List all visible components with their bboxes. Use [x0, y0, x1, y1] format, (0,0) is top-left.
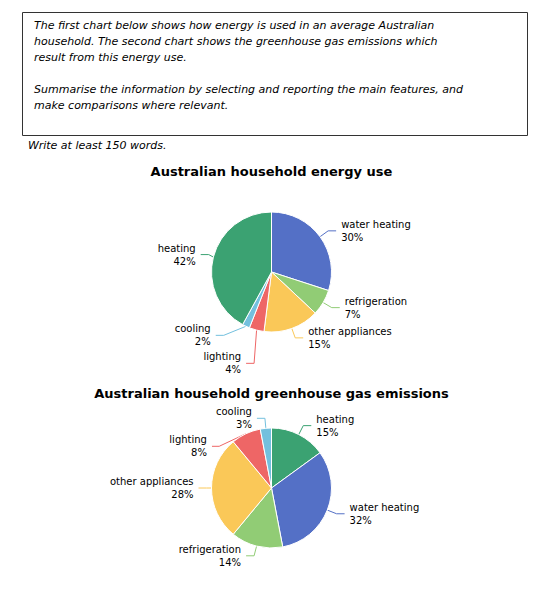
svg-text:2%: 2% [195, 336, 211, 347]
svg-text:14%: 14% [219, 557, 241, 568]
svg-text:cooling: cooling [175, 323, 211, 334]
svg-text:other appliances: other appliances [110, 476, 194, 487]
svg-text:other appliances: other appliances [308, 326, 392, 337]
svg-text:7%: 7% [345, 309, 361, 320]
svg-text:8%: 8% [191, 447, 207, 458]
svg-text:3%: 3% [236, 419, 252, 430]
svg-text:result from this energy use.: result from this energy use. [34, 51, 187, 64]
svg-text:water heating: water heating [341, 219, 411, 230]
svg-text:Summarise the information by s: Summarise the information by selecting a… [34, 83, 464, 96]
svg-text:15%: 15% [308, 339, 330, 350]
svg-text:28%: 28% [171, 489, 193, 500]
svg-text:lighting: lighting [203, 351, 241, 362]
svg-text:heating: heating [316, 414, 354, 425]
svg-text:42%: 42% [173, 256, 195, 267]
svg-text:refrigeration: refrigeration [345, 296, 407, 307]
svg-text:30%: 30% [341, 232, 363, 243]
svg-text:make comparisons where relevan: make comparisons where relevant. [34, 99, 228, 112]
svg-text:15%: 15% [316, 427, 338, 438]
svg-text:Australian household energy us: Australian household energy use [151, 164, 393, 179]
svg-text:32%: 32% [350, 515, 372, 526]
svg-text:lighting: lighting [169, 434, 207, 445]
svg-text:heating: heating [158, 243, 196, 254]
svg-text:4%: 4% [225, 364, 241, 375]
svg-text:refrigeration: refrigeration [179, 544, 241, 555]
svg-text:household. The second chart sh: household. The second chart shows the gr… [34, 35, 438, 48]
svg-text:Australian household greenhous: Australian household greenhouse gas emis… [94, 386, 449, 401]
svg-text:Write at least 150 words.: Write at least 150 words. [28, 139, 166, 152]
svg-text:water heating: water heating [350, 502, 420, 513]
svg-text:The first chart below shows ho: The first chart below shows how energy i… [34, 19, 434, 32]
svg-text:cooling: cooling [216, 406, 252, 417]
